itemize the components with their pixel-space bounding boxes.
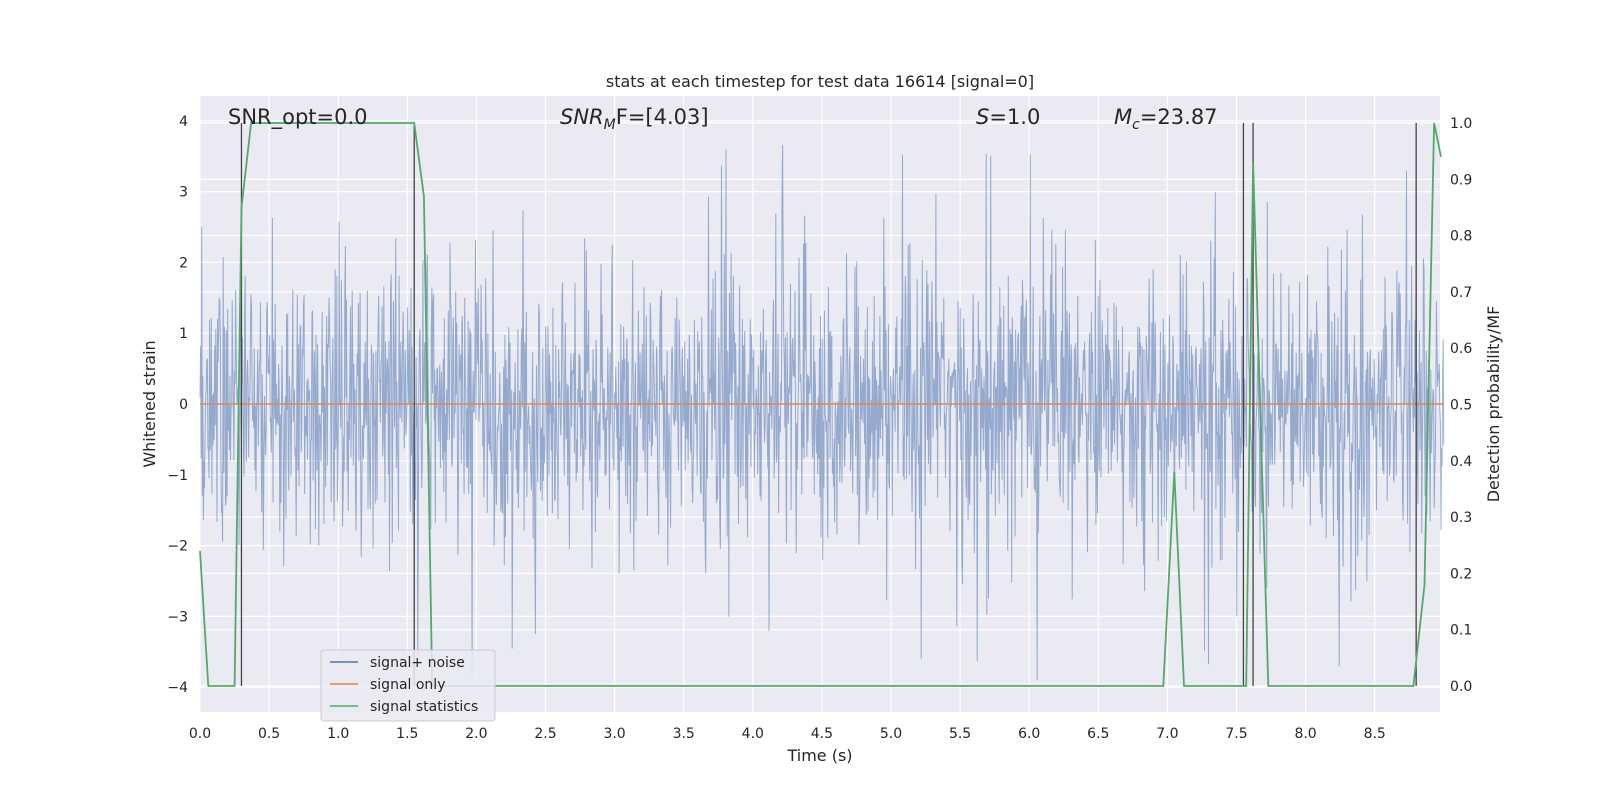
y-tick-label-1: 3 bbox=[179, 185, 188, 201]
mc-sub: c bbox=[1132, 117, 1140, 133]
y2-tick-label-9: 0.1 bbox=[1450, 623, 1472, 639]
y2-tick-label-0: 1.0 bbox=[1450, 116, 1472, 132]
x-tick-label-17: 8.5 bbox=[1364, 726, 1386, 742]
x-tick-label-10: 5.0 bbox=[880, 726, 902, 742]
x-tick-label-14: 7.0 bbox=[1156, 726, 1178, 742]
x-tick-label-8: 4.0 bbox=[742, 726, 764, 742]
y2-axis-title: Detection probability/MF bbox=[1484, 306, 1503, 503]
y2-tick-label-10: 0.0 bbox=[1450, 679, 1472, 695]
x-tick-labels: 0.0 0.5 1.0 1.5 2.0 2.5 3.0 3.5 4.0 4.5 5.0 5.5 6.0 6… bbox=[189, 726, 1386, 742]
y2-tick-label-4: 0.6 bbox=[1450, 341, 1472, 357]
y-tick-label-2: 2 bbox=[179, 255, 188, 271]
vertical-markers bbox=[240, 123, 1417, 686]
s-annotation: S=1.0 bbox=[976, 105, 1040, 129]
x-axis-title: Time (s) bbox=[786, 746, 852, 765]
x-tick-label-15: 7.5 bbox=[1225, 726, 1247, 742]
mc-annotation: Mc=23.87 bbox=[1114, 105, 1218, 133]
snr-mf-annotation: SNRMF=[4.03] bbox=[560, 105, 709, 133]
y2-tick-label-8: 0.2 bbox=[1450, 566, 1472, 582]
x-tick-label-3: 1.5 bbox=[396, 726, 418, 742]
x-tick-label-16: 8.0 bbox=[1294, 726, 1316, 742]
y-tick-label-0: 4 bbox=[179, 114, 188, 130]
x-tick-label-12: 6.0 bbox=[1018, 726, 1040, 742]
snr-mf-rest: F=[4.03] bbox=[616, 105, 709, 129]
x-tick-label-5: 2.5 bbox=[534, 726, 556, 742]
legend-entry-signal-statistics: signal statistics bbox=[370, 699, 478, 715]
y-tick-label-3: 1 bbox=[179, 326, 188, 342]
legend: signal+ noise signal only signal statist… bbox=[320, 649, 496, 722]
snr-mf-main: SNR bbox=[560, 105, 604, 129]
signal-statistics-line bbox=[199, 122, 1442, 687]
y-tick-label-4: 0 bbox=[179, 397, 188, 413]
legend-entry-signal-noise: signal+ noise bbox=[370, 655, 465, 671]
snr-mf-sub: M bbox=[604, 117, 616, 133]
y-tick-labels: 4 3 2 1 0 −1 −2 −3 −4 bbox=[167, 114, 188, 696]
y-axis-title: Whitened strain bbox=[140, 340, 159, 467]
s-main: S bbox=[976, 105, 989, 129]
x-tick-label-2: 1.0 bbox=[327, 726, 349, 742]
snr-opt-annotation: SNR_opt=0.0 bbox=[228, 105, 368, 130]
y2-tick-label-3: 0.7 bbox=[1450, 285, 1472, 301]
x-tick-label-4: 2.0 bbox=[465, 726, 487, 742]
y2-tick-label-1: 0.9 bbox=[1450, 172, 1472, 188]
y-tick-label-7: −3 bbox=[167, 609, 188, 625]
s-rest: =1.0 bbox=[989, 105, 1040, 129]
x-tick-label-11: 5.5 bbox=[949, 726, 971, 742]
y-tick-label-5: −1 bbox=[167, 468, 188, 484]
y2-tick-labels: 1.0 0.9 0.8 0.7 0.6 0.5 0.4 0.3 0.2 0.1 0.0 bbox=[1450, 116, 1472, 695]
y2-tick-label-6: 0.4 bbox=[1450, 454, 1472, 470]
x-tick-label-1: 0.5 bbox=[258, 726, 280, 742]
x-tick-label-9: 4.5 bbox=[811, 726, 833, 742]
legend-entry-signal-only: signal only bbox=[370, 677, 445, 693]
noise-line bbox=[199, 144, 1445, 680]
x-tick-label-7: 3.5 bbox=[673, 726, 695, 742]
y-tick-label-8: −4 bbox=[167, 680, 188, 696]
y2-tick-label-5: 0.5 bbox=[1450, 398, 1472, 414]
y-tick-label-6: −2 bbox=[167, 539, 188, 555]
y2-tick-label-2: 0.8 bbox=[1450, 229, 1472, 245]
signal-statistics-series bbox=[199, 122, 1442, 687]
x-tick-label-6: 3.0 bbox=[603, 726, 625, 742]
mc-rest: =23.87 bbox=[1140, 105, 1218, 129]
noise-series bbox=[199, 144, 1445, 680]
mc-main: M bbox=[1114, 105, 1132, 129]
y2-tick-label-7: 0.3 bbox=[1450, 510, 1472, 526]
legend-box bbox=[320, 649, 496, 722]
x-tick-label-13: 6.5 bbox=[1087, 726, 1109, 742]
x-tick-label-0: 0.0 bbox=[189, 726, 211, 742]
chart-title: stats at each timestep for test data 166… bbox=[606, 72, 1034, 91]
